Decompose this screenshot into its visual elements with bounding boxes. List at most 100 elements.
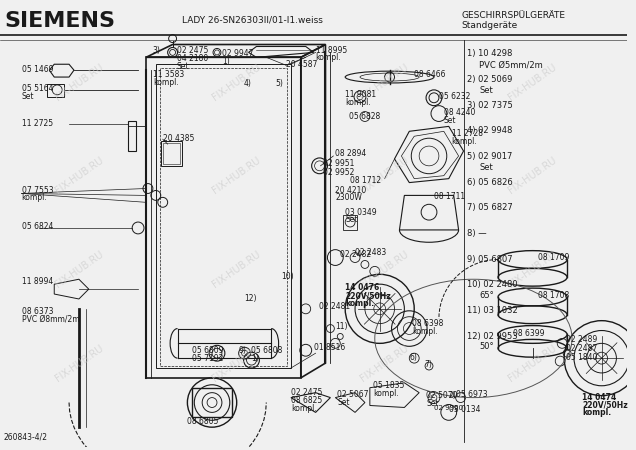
- Text: 11 8995: 11 8995: [315, 45, 347, 54]
- Text: 6): 6): [410, 353, 417, 362]
- Text: kompl.: kompl.: [452, 137, 478, 146]
- Text: 05 6232: 05 6232: [439, 92, 470, 101]
- Text: kompl.: kompl.: [345, 98, 371, 107]
- Text: kompl.: kompl.: [582, 409, 611, 418]
- Text: 05 1835: 05 1835: [373, 381, 404, 390]
- Text: 220V/50Hz: 220V/50Hz: [582, 400, 628, 410]
- Text: 14 0474: 14 0474: [582, 393, 616, 402]
- Text: 04 2180: 04 2180: [177, 54, 208, 63]
- Text: FIX-HUB.RU: FIX-HUB.RU: [211, 343, 263, 383]
- Text: FIX-HUB.RU: FIX-HUB.RU: [507, 62, 558, 102]
- Text: 01 8516: 01 8516: [314, 343, 345, 352]
- Text: 02 2481: 02 2481: [319, 302, 350, 311]
- Text: 05 6809: 05 6809: [192, 346, 224, 356]
- Text: PVC Ø5mm/2m: PVC Ø5mm/2m: [480, 60, 543, 69]
- Text: 10) 02 2480: 10) 02 2480: [467, 280, 518, 289]
- Text: 08 6399: 08 6399: [513, 328, 544, 338]
- Text: 05 6973: 05 6973: [455, 390, 487, 399]
- Text: Standgeräte: Standgeräte: [462, 21, 518, 30]
- Text: 02 2475: 02 2475: [291, 388, 322, 397]
- Text: 05 7192: 05 7192: [192, 354, 224, 363]
- Text: LADY 26-SN26303II/01-I1.weiss: LADY 26-SN26303II/01-I1.weiss: [183, 16, 323, 25]
- Text: 65°: 65°: [480, 291, 494, 300]
- Text: 02 5067: 02 5067: [337, 390, 369, 399]
- Text: 11): 11): [335, 322, 348, 331]
- Text: 2300W: 2300W: [335, 194, 363, 202]
- Text: 1): 1): [222, 57, 230, 66]
- Text: 02 9947: 02 9947: [222, 50, 253, 58]
- Text: FIX-HUB.RU: FIX-HUB.RU: [53, 155, 105, 196]
- Text: 05 1840: 05 1840: [566, 353, 597, 362]
- Text: FIX-HUB.RU: FIX-HUB.RU: [507, 155, 558, 196]
- Text: FIX-HUB.RU: FIX-HUB.RU: [53, 343, 105, 383]
- Text: FIX-HUB.RU: FIX-HUB.RU: [211, 155, 263, 196]
- Text: Set: Set: [426, 399, 439, 408]
- Text: 9) 05 6807: 9) 05 6807: [467, 255, 513, 264]
- Text: 12): 12): [245, 294, 257, 303]
- Text: 02 2489: 02 2489: [566, 335, 597, 344]
- Text: 02 2487: 02 2487: [566, 344, 597, 353]
- Text: Set: Set: [177, 62, 189, 71]
- Text: 1) 10 4298: 1) 10 4298: [467, 50, 513, 58]
- Text: FIX-HUB.RU: FIX-HUB.RU: [211, 62, 263, 102]
- Text: Set: Set: [444, 116, 456, 125]
- Text: 6) 05 6826: 6) 05 6826: [467, 178, 513, 187]
- Text: 4) 02 9948: 4) 02 9948: [467, 126, 513, 135]
- Text: 03 0134: 03 0134: [449, 405, 480, 414]
- Text: 260843-4/2: 260843-4/2: [4, 432, 48, 441]
- Text: 08 6825: 08 6825: [291, 396, 322, 405]
- Text: 14 0476: 14 0476: [345, 283, 380, 292]
- Text: 20 4210: 20 4210: [335, 185, 366, 194]
- Text: 4): 4): [244, 79, 251, 88]
- Text: PVC Ø8mm/2m: PVC Ø8mm/2m: [22, 315, 80, 324]
- Text: 5) 02 9017: 5) 02 9017: [467, 152, 513, 161]
- Text: 05 6828: 05 6828: [349, 112, 380, 121]
- Text: 11 2725: 11 2725: [22, 119, 53, 128]
- Text: FIX-HUB.RU: FIX-HUB.RU: [53, 62, 105, 102]
- Text: FIX-HUB.RU: FIX-HUB.RU: [359, 343, 411, 383]
- Text: kompl.: kompl.: [291, 404, 317, 413]
- Text: 08 2894: 08 2894: [335, 149, 366, 158]
- Bar: [128, 122, 136, 151]
- Text: 05 1469: 05 1469: [22, 65, 53, 74]
- Text: kompl.: kompl.: [373, 389, 399, 398]
- Text: 10): 10): [281, 272, 294, 281]
- Text: 03 0349: 03 0349: [345, 208, 377, 217]
- Text: 11 2728: 11 2728: [452, 129, 483, 138]
- Text: 07 7553: 07 7553: [22, 185, 53, 194]
- Text: 12) 02 9953: 12) 02 9953: [467, 332, 518, 341]
- Text: FIX-HUB.RU: FIX-HUB.RU: [359, 155, 411, 196]
- Text: 11 8994: 11 8994: [22, 277, 53, 286]
- Text: 08 1711: 08 1711: [434, 193, 465, 202]
- Text: 1): 1): [251, 354, 259, 363]
- Text: GESCHIRRSPÜLGERÄTE: GESCHIRRSPÜLGERÄTE: [462, 11, 565, 20]
- Text: 08 6373: 08 6373: [22, 307, 53, 316]
- Text: 08 6398: 08 6398: [412, 319, 444, 328]
- Text: FIX-HUB.RU: FIX-HUB.RU: [359, 249, 411, 290]
- Text: kompl.: kompl.: [153, 78, 179, 87]
- Text: 3): 3): [153, 45, 161, 54]
- Text: 11 3583: 11 3583: [153, 70, 184, 79]
- Text: 2) 02 5069: 2) 02 5069: [467, 75, 513, 84]
- Text: 08 6805: 08 6805: [188, 417, 219, 426]
- Text: FIX-HUB.RU: FIX-HUB.RU: [211, 249, 263, 290]
- Text: 08 4240: 08 4240: [444, 108, 475, 117]
- Text: Set: Set: [22, 92, 34, 101]
- Text: 7): 7): [424, 360, 432, 369]
- Text: 5): 5): [275, 79, 283, 88]
- Text: 05 5164: 05 5164: [22, 84, 53, 93]
- Text: kompl.: kompl.: [315, 54, 342, 63]
- Text: FIX-HUB.RU: FIX-HUB.RU: [507, 249, 558, 290]
- Text: 8) —: 8) —: [467, 229, 487, 238]
- Text: 02 5070: 02 5070: [426, 391, 457, 400]
- Bar: [192, 388, 232, 417]
- Text: 2): 2): [449, 391, 457, 400]
- Text: 20 4385: 20 4385: [163, 134, 194, 143]
- Text: 08 6466: 08 6466: [414, 70, 446, 79]
- Text: kompl.: kompl.: [345, 299, 375, 308]
- Text: 08 1709: 08 1709: [537, 252, 569, 261]
- Text: 08 1708: 08 1708: [537, 291, 569, 300]
- Text: SIEMENS: SIEMENS: [4, 11, 115, 31]
- Text: 20 4587: 20 4587: [286, 60, 317, 69]
- Text: 05 6808: 05 6808: [251, 346, 283, 356]
